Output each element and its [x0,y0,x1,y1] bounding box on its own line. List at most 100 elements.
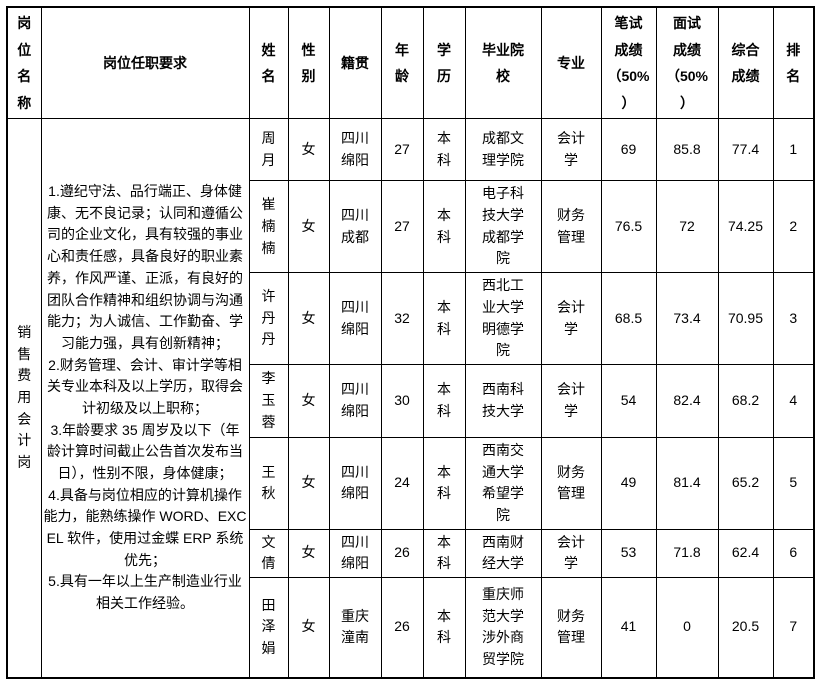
cell-overall-score: 70.95 [717,272,774,365]
cell-interview-score: 73.4 [655,272,719,365]
table-row: 崔 楠 楠 女 四川 成都 27 本 科 电子科 技大学 成都学 院 财务 管理… [7,180,815,274]
cell-written-score: 53 [600,528,657,579]
cell-hometown: 四川 成都 [328,180,382,274]
cell-gender: 女 [287,363,330,438]
cell-education: 本 科 [422,180,466,274]
cell-school: 重庆师 范大学 涉外商 贸学院 [464,577,542,678]
cell-gender: 女 [287,577,330,678]
cell-rank: 3 [772,272,815,365]
cell-rank: 6 [772,528,815,579]
table-row: 销 售 费 用 会 计 岗 1.遵纪守法、品行端正、身体健康、无不良记录；认同和… [6,118,815,678]
cell-hometown: 四川 绵阳 [328,528,382,579]
cell-interview-score: 81.4 [655,436,719,530]
cell-overall-score: 77.4 [717,118,774,182]
col-header-rank: 排 名 [772,6,815,120]
cell-gender: 女 [287,180,330,274]
col-header-education: 学 历 [422,6,466,120]
cell-overall-score: 68.2 [717,363,774,438]
cell-education: 本 科 [422,577,466,678]
cell-interview-score: 85.8 [655,118,719,182]
cell-gender: 女 [287,118,330,182]
cell-major: 会计 学 [540,118,602,182]
cell-rank: 4 [772,363,815,438]
cell-interview-score: 82.4 [655,363,719,438]
cell-written-score: 54 [600,363,657,438]
cell-school: 西南财 经大学 [464,528,542,579]
cell-age: 32 [380,272,424,365]
cell-interview-score: 71.8 [655,528,719,579]
cell-education: 本 科 [422,528,466,579]
cell-education: 本 科 [422,272,466,365]
cell-interview-score: 0 [655,577,719,678]
table-row: 文 倩 女 四川 绵阳 26 本 科 西南财 经大学 会计 学 53 71.8 … [7,528,815,579]
cell-age: 24 [380,436,424,530]
table-row: 许 丹 丹 女 四川 绵阳 32 本 科 西北工 业大学 明德学 院 会计 学 … [7,272,815,365]
cell-education: 本 科 [422,363,466,438]
cell-name: 许 丹 丹 [248,272,289,365]
cell-overall-score: 65.2 [717,436,774,530]
cell-age: 26 [380,528,424,579]
col-header-written-score: 笔试 成绩 （50% ） [600,6,657,120]
requirements-cell: 1.遵纪守法、品行端正、身体健康、无不良记录；认同和遵循公司的企业文化，具有较强… [40,118,250,678]
cell-name: 田 泽 娟 [248,577,289,678]
cell-name: 李 玉 蓉 [248,363,289,438]
cell-major: 财务 管理 [540,180,602,274]
cell-overall-score: 74.25 [717,180,774,274]
cell-hometown: 四川 绵阳 [328,118,382,182]
col-header-gender: 性 别 [287,6,330,120]
col-header-requirements: 岗位任职要求 [40,6,250,120]
cell-major: 会计 学 [540,363,602,438]
cell-hometown: 四川 绵阳 [328,363,382,438]
col-header-age: 年 龄 [380,6,424,120]
cell-name: 文 倩 [248,528,289,579]
col-header-position-name: 岗 位 名 称 [6,6,42,120]
cell-rank: 5 [772,436,815,530]
cell-school: 西南科 技大学 [464,363,542,438]
table-row: 田 泽 娟 女 重庆 潼南 26 本 科 重庆师 范大学 涉外商 贸学院 财务 … [7,577,815,678]
col-header-hometown: 籍贯 [328,6,382,120]
position-name-cell: 销 售 费 用 会 计 岗 [6,118,42,678]
col-header-interview-score: 面试 成绩 （50% ） [655,6,719,120]
cell-age: 27 [380,118,424,182]
cell-major: 会计 学 [540,528,602,579]
cell-gender: 女 [287,272,330,365]
cell-hometown: 四川 绵阳 [328,272,382,365]
col-header-major: 专业 [540,6,602,120]
cell-education: 本 科 [422,436,466,530]
cell-major: 会计 学 [540,272,602,365]
cell-written-score: 68.5 [600,272,657,365]
cell-overall-score: 20.5 [717,577,774,678]
col-header-overall-score: 综合 成绩 [717,6,774,120]
cell-hometown: 四川 绵阳 [328,436,382,530]
cell-written-score: 76.5 [600,180,657,274]
cell-interview-score: 72 [655,180,719,274]
cell-age: 30 [380,363,424,438]
cell-major: 财务 管理 [540,436,602,530]
cell-written-score: 41 [600,577,657,678]
cell-gender: 女 [287,528,330,579]
cell-age: 27 [380,180,424,274]
exam-results-table: 岗 位 名 称 岗位任职要求 姓 名 性 别 籍贯 年 龄 学 历 毕业院 校 … [6,6,815,679]
cell-name: 周 月 [248,118,289,182]
cell-rank: 2 [772,180,815,274]
cell-school: 成都文 理学院 [464,118,542,182]
table-row: 李 玉 蓉 女 四川 绵阳 30 本 科 西南科 技大学 会计 学 54 82.… [7,363,815,438]
cell-rank: 1 [772,118,815,182]
cell-overall-score: 62.4 [717,528,774,579]
cell-name: 王 秋 [248,436,289,530]
cell-written-score: 49 [600,436,657,530]
col-header-school: 毕业院 校 [464,6,542,120]
cell-gender: 女 [287,436,330,530]
cell-written-score: 69 [600,118,657,182]
cell-school: 西南交 通大学 希望学 院 [464,436,542,530]
header-row: 岗 位 名 称 岗位任职要求 姓 名 性 别 籍贯 年 龄 学 历 毕业院 校 … [6,6,815,120]
cell-hometown: 重庆 潼南 [328,577,382,678]
table-row: 王 秋 女 四川 绵阳 24 本 科 西南交 通大学 希望学 院 财务 管理 4… [7,436,815,530]
cell-school: 西北工 业大学 明德学 院 [464,272,542,365]
cell-school: 电子科 技大学 成都学 院 [464,180,542,274]
col-header-name: 姓 名 [248,6,289,120]
cell-name: 崔 楠 楠 [248,180,289,274]
cell-education: 本 科 [422,118,466,182]
cell-rank: 7 [772,577,815,678]
